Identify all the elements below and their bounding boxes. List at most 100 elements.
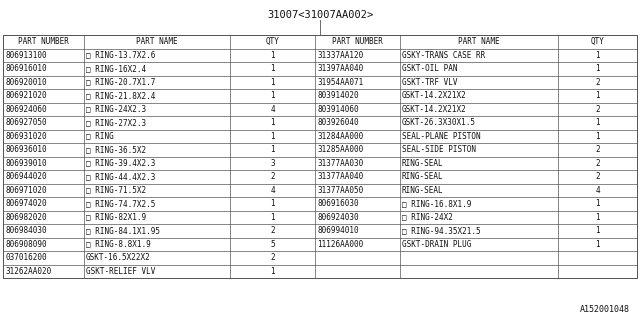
Text: □ RING: □ RING xyxy=(86,132,114,141)
Text: □ RING-84.1X1.95: □ RING-84.1X1.95 xyxy=(86,226,160,235)
Text: 806982020: 806982020 xyxy=(5,213,47,222)
Text: 1: 1 xyxy=(270,78,275,87)
Text: 2: 2 xyxy=(595,105,600,114)
Text: 3: 3 xyxy=(270,159,275,168)
Text: □ RING-16X2.4: □ RING-16X2.4 xyxy=(86,64,146,73)
Text: 803914060: 803914060 xyxy=(317,105,358,114)
Text: 31337AA120: 31337AA120 xyxy=(317,51,364,60)
Text: 806924030: 806924030 xyxy=(317,213,358,222)
Text: 1: 1 xyxy=(270,267,275,276)
Text: 803914020: 803914020 xyxy=(317,91,358,100)
Text: 1: 1 xyxy=(595,118,600,127)
Text: 2: 2 xyxy=(595,159,600,168)
Text: 1: 1 xyxy=(270,145,275,154)
Text: GSKT-26.3X30X1.5: GSKT-26.3X30X1.5 xyxy=(402,118,476,127)
Text: QTY: QTY xyxy=(266,37,280,46)
Text: GSKT-14.2X21X2: GSKT-14.2X21X2 xyxy=(402,105,467,114)
Text: 31007<31007AA002>: 31007<31007AA002> xyxy=(267,10,373,20)
Text: 31284AA000: 31284AA000 xyxy=(317,132,364,141)
Text: □ RING-36.5X2: □ RING-36.5X2 xyxy=(86,145,146,154)
Text: 1: 1 xyxy=(270,51,275,60)
Text: 2: 2 xyxy=(270,172,275,181)
Text: 806971020: 806971020 xyxy=(5,186,47,195)
Text: QTY: QTY xyxy=(591,37,604,46)
Text: SEAL-PLANE PISTON: SEAL-PLANE PISTON xyxy=(402,132,481,141)
Text: 1: 1 xyxy=(270,64,275,73)
Text: 31285AA000: 31285AA000 xyxy=(317,145,364,154)
Text: 1: 1 xyxy=(270,91,275,100)
Text: 806944020: 806944020 xyxy=(5,172,47,181)
Text: □ RING-27X2.3: □ RING-27X2.3 xyxy=(86,118,146,127)
Text: □ RING-74.7X2.5: □ RING-74.7X2.5 xyxy=(86,199,156,208)
Text: 806931020: 806931020 xyxy=(5,132,47,141)
Text: RING-SEAL: RING-SEAL xyxy=(402,186,444,195)
Text: 806984030: 806984030 xyxy=(5,226,47,235)
Text: GSKT-16.5X22X2: GSKT-16.5X22X2 xyxy=(86,253,151,262)
Text: □ RING-71.5X2: □ RING-71.5X2 xyxy=(86,186,146,195)
Text: A152001048: A152001048 xyxy=(580,305,630,314)
Text: 1: 1 xyxy=(595,199,600,208)
Text: 806927050: 806927050 xyxy=(5,118,47,127)
Text: 1: 1 xyxy=(270,213,275,222)
Text: 806939010: 806939010 xyxy=(5,159,47,168)
Text: 4: 4 xyxy=(270,186,275,195)
Text: □ RING-21.8X2.4: □ RING-21.8X2.4 xyxy=(86,91,156,100)
Text: 806913100: 806913100 xyxy=(5,51,47,60)
Text: 806916030: 806916030 xyxy=(317,199,358,208)
Text: 803926040: 803926040 xyxy=(317,118,358,127)
Text: 806924060: 806924060 xyxy=(5,105,47,114)
Text: □ RING-16.8X1.9: □ RING-16.8X1.9 xyxy=(402,199,472,208)
Text: GSKT-OIL PAN: GSKT-OIL PAN xyxy=(402,64,458,73)
Text: 2: 2 xyxy=(595,78,600,87)
Text: GSKY-TRANS CASE RR: GSKY-TRANS CASE RR xyxy=(402,51,485,60)
Text: 806936010: 806936010 xyxy=(5,145,47,154)
Text: 806908090: 806908090 xyxy=(5,240,47,249)
Text: □ RING-8.8X1.9: □ RING-8.8X1.9 xyxy=(86,240,151,249)
Text: 1: 1 xyxy=(595,240,600,249)
Text: PART NUMBER: PART NUMBER xyxy=(332,37,383,46)
Text: 11126AA000: 11126AA000 xyxy=(317,240,364,249)
Text: SEAL-SIDE PISTON: SEAL-SIDE PISTON xyxy=(402,145,476,154)
Text: 037016200: 037016200 xyxy=(5,253,47,262)
Text: 31954AA071: 31954AA071 xyxy=(317,78,364,87)
Text: □ RING-39.4X2.3: □ RING-39.4X2.3 xyxy=(86,159,156,168)
Text: 1: 1 xyxy=(270,132,275,141)
Text: GSKT-TRF VLV: GSKT-TRF VLV xyxy=(402,78,458,87)
Text: 2: 2 xyxy=(595,172,600,181)
Text: □ RING-20.7X1.7: □ RING-20.7X1.7 xyxy=(86,78,156,87)
Text: 1: 1 xyxy=(595,213,600,222)
Text: 1: 1 xyxy=(595,226,600,235)
Text: 31377AA040: 31377AA040 xyxy=(317,172,364,181)
Text: 5: 5 xyxy=(270,240,275,249)
Text: □ RING-13.7X2.6: □ RING-13.7X2.6 xyxy=(86,51,156,60)
Text: 1: 1 xyxy=(595,91,600,100)
Text: 1: 1 xyxy=(595,132,600,141)
Text: 2: 2 xyxy=(595,145,600,154)
Text: PART NAME: PART NAME xyxy=(136,37,178,46)
Text: 31262AA020: 31262AA020 xyxy=(5,267,51,276)
Text: □ RING-82X1.9: □ RING-82X1.9 xyxy=(86,213,146,222)
Bar xyxy=(3,35,637,278)
Text: 806994010: 806994010 xyxy=(317,226,358,235)
Text: GSKT-RELIEF VLV: GSKT-RELIEF VLV xyxy=(86,267,156,276)
Text: PART NUMBER: PART NUMBER xyxy=(18,37,69,46)
Text: 1: 1 xyxy=(595,51,600,60)
Text: 31377AA050: 31377AA050 xyxy=(317,186,364,195)
Text: □ RING-44.4X2.3: □ RING-44.4X2.3 xyxy=(86,172,156,181)
Text: □ RING-24X2: □ RING-24X2 xyxy=(402,213,453,222)
Text: 806920010: 806920010 xyxy=(5,78,47,87)
Text: GSKT-DRAIN PLUG: GSKT-DRAIN PLUG xyxy=(402,240,472,249)
Text: 2: 2 xyxy=(270,226,275,235)
Text: 1: 1 xyxy=(270,118,275,127)
Text: 806916010: 806916010 xyxy=(5,64,47,73)
Text: RING-SEAL: RING-SEAL xyxy=(402,159,444,168)
Text: RING-SEAL: RING-SEAL xyxy=(402,172,444,181)
Text: PART NAME: PART NAME xyxy=(458,37,500,46)
Text: 31377AA030: 31377AA030 xyxy=(317,159,364,168)
Text: 1: 1 xyxy=(595,64,600,73)
Text: GSKT-14.2X21X2: GSKT-14.2X21X2 xyxy=(402,91,467,100)
Text: 4: 4 xyxy=(595,186,600,195)
Text: □ RING-94.35X21.5: □ RING-94.35X21.5 xyxy=(402,226,481,235)
Text: 806974020: 806974020 xyxy=(5,199,47,208)
Text: 1: 1 xyxy=(270,199,275,208)
